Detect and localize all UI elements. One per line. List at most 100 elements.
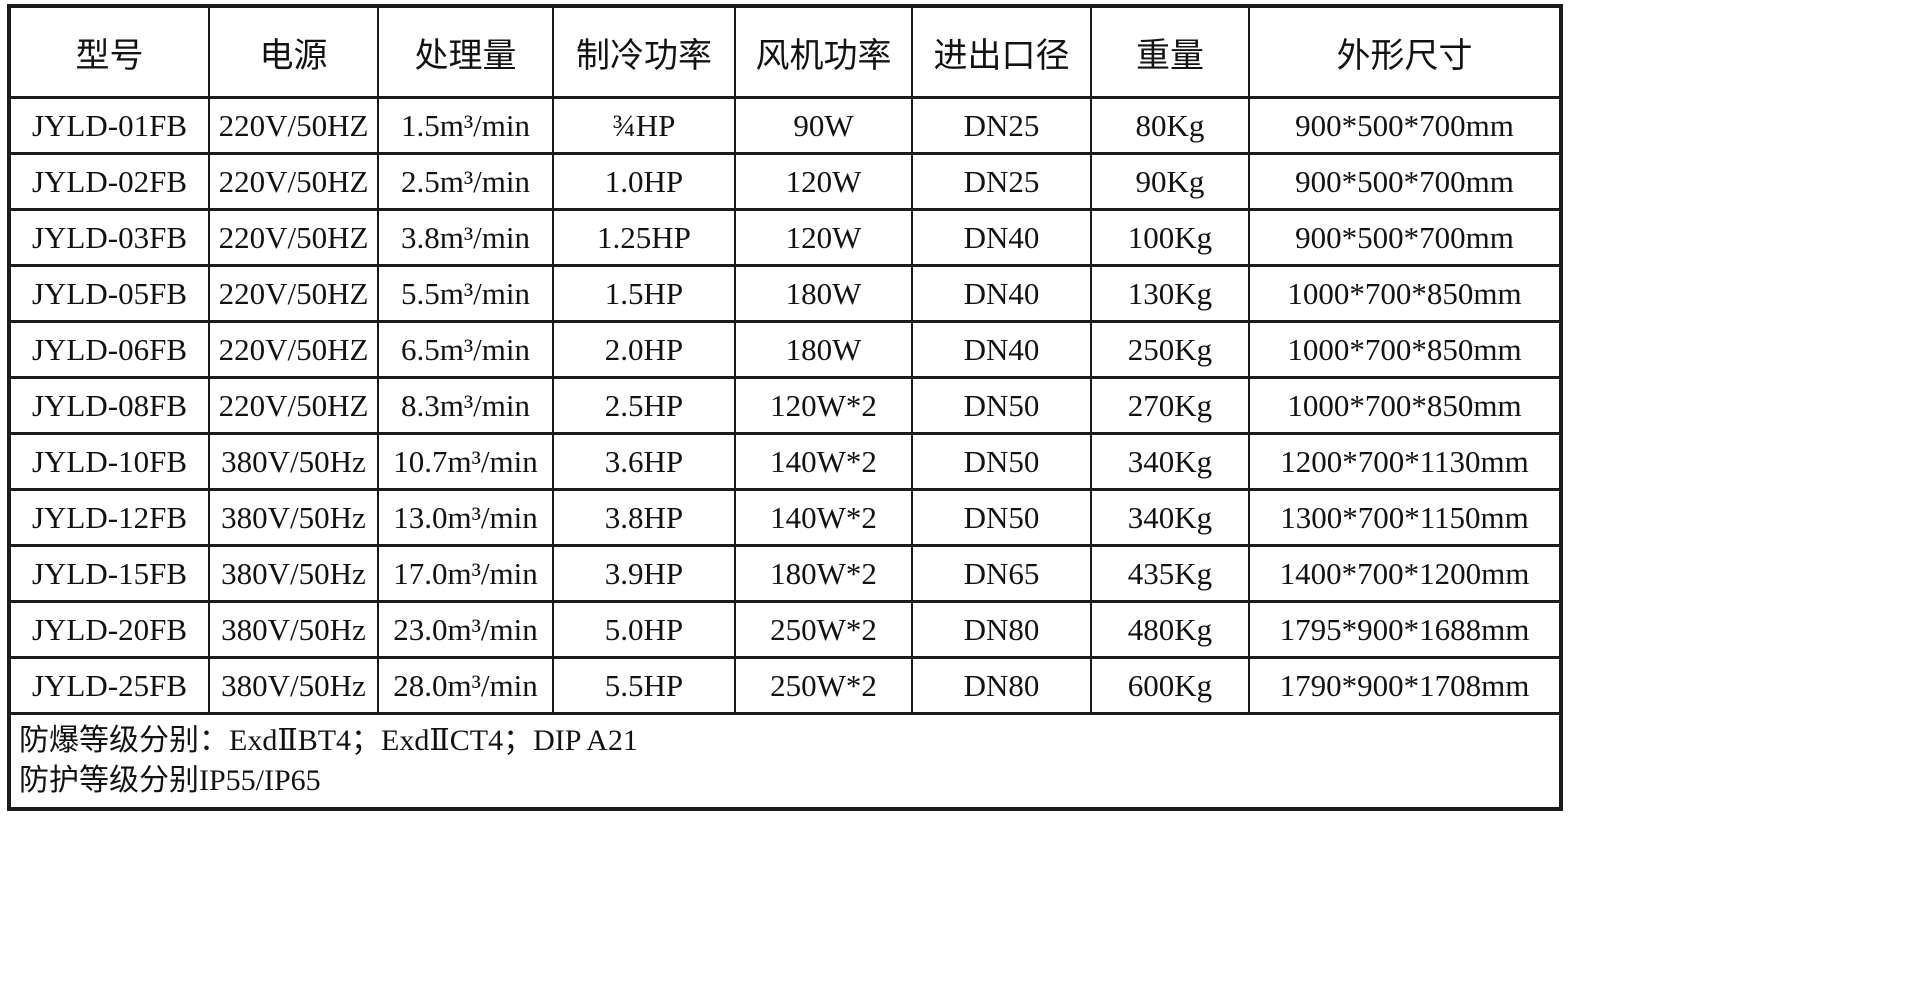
cell-weight: 90Kg <box>1090 152 1250 211</box>
cell-fan-power: 90W <box>734 96 913 155</box>
cell-dimensions: 1000*700*850mm <box>1248 376 1562 435</box>
cell-dimensions: 900*500*700mm <box>1248 152 1562 211</box>
cell-cooling-power: 1.5HP <box>552 264 736 323</box>
cell-weight: 100Kg <box>1090 208 1250 267</box>
cell-dimensions: 900*500*700mm <box>1248 96 1562 155</box>
cell-port-diameter: DN25 <box>911 96 1092 155</box>
cell-weight: 270Kg <box>1090 376 1250 435</box>
cell-port-diameter: DN50 <box>911 432 1092 491</box>
cell-port-diameter: DN40 <box>911 320 1092 379</box>
col-header-port-diameter: 进出口径 <box>911 4 1092 99</box>
cell-port-diameter: DN80 <box>911 656 1092 715</box>
cell-weight: 435Kg <box>1090 544 1250 603</box>
cell-capacity: 17.0m³/min <box>377 544 554 603</box>
cell-model: JYLD-06FB <box>8 320 210 379</box>
cell-port-diameter: DN80 <box>911 600 1092 659</box>
table-row: JYLD-06FB 220V/50HZ 6.5m³/min 2.0HP 180W… <box>8 320 1562 379</box>
cell-power-supply: 220V/50HZ <box>208 376 379 435</box>
cell-fan-power: 250W*2 <box>734 600 913 659</box>
cell-weight: 480Kg <box>1090 600 1250 659</box>
col-header-cooling-power: 制冷功率 <box>552 4 736 99</box>
table-row: JYLD-10FB 380V/50Hz 10.7m³/min 3.6HP 140… <box>8 432 1562 491</box>
cell-capacity: 8.3m³/min <box>377 376 554 435</box>
cell-model: JYLD-08FB <box>8 376 210 435</box>
cell-model: JYLD-03FB <box>8 208 210 267</box>
cell-dimensions: 1000*700*850mm <box>1248 320 1562 379</box>
table-row: JYLD-03FB 220V/50HZ 3.8m³/min 1.25HP 120… <box>8 208 1562 267</box>
cell-capacity: 13.0m³/min <box>377 488 554 547</box>
col-header-fan-power: 风机功率 <box>734 4 913 99</box>
cell-power-supply: 220V/50HZ <box>208 96 379 155</box>
cell-port-diameter: DN40 <box>911 208 1092 267</box>
cell-model: JYLD-01FB <box>8 96 210 155</box>
cell-cooling-power: 5.0HP <box>552 600 736 659</box>
cell-fan-power: 250W*2 <box>734 656 913 715</box>
cell-power-supply: 380V/50Hz <box>208 488 379 547</box>
cell-model: JYLD-02FB <box>8 152 210 211</box>
footnote-explosion-proof-grade: 防爆等级分别：ExdⅡBT4；ExdⅡCT4；DIP A21 <box>19 724 638 757</box>
cell-cooling-power: 2.0HP <box>552 320 736 379</box>
cell-capacity: 10.7m³/min <box>377 432 554 491</box>
cell-power-supply: 220V/50HZ <box>208 264 379 323</box>
cell-model: JYLD-10FB <box>8 432 210 491</box>
cell-cooling-power: 3.8HP <box>552 488 736 547</box>
cell-capacity: 23.0m³/min <box>377 600 554 659</box>
cell-model: JYLD-15FB <box>8 544 210 603</box>
cell-capacity: 6.5m³/min <box>377 320 554 379</box>
table-row: JYLD-12FB 380V/50Hz 13.0m³/min 3.8HP 140… <box>8 488 1562 547</box>
table-row: JYLD-02FB 220V/50HZ 2.5m³/min 1.0HP 120W… <box>8 152 1562 211</box>
cell-weight: 250Kg <box>1090 320 1250 379</box>
cell-port-diameter: DN25 <box>911 152 1092 211</box>
cell-weight: 80Kg <box>1090 96 1250 155</box>
cell-dimensions: 1200*700*1130mm <box>1248 432 1562 491</box>
cell-dimensions: 900*500*700mm <box>1248 208 1562 267</box>
cell-power-supply: 220V/50HZ <box>208 152 379 211</box>
cell-power-supply: 380V/50Hz <box>208 656 379 715</box>
col-header-capacity: 处理量 <box>377 4 554 99</box>
table-row: JYLD-15FB 380V/50Hz 17.0m³/min 3.9HP 180… <box>8 544 1562 603</box>
cell-cooling-power: ¾HP <box>552 96 736 155</box>
cell-weight: 340Kg <box>1090 488 1250 547</box>
cell-weight: 600Kg <box>1090 656 1250 715</box>
cell-fan-power: 180W <box>734 264 913 323</box>
cell-power-supply: 220V/50HZ <box>208 320 379 379</box>
cell-fan-power: 140W*2 <box>734 488 913 547</box>
cell-power-supply: 220V/50HZ <box>208 208 379 267</box>
cell-power-supply: 380V/50Hz <box>208 544 379 603</box>
cell-port-diameter: DN65 <box>911 544 1092 603</box>
cell-capacity: 2.5m³/min <box>377 152 554 211</box>
cell-weight: 130Kg <box>1090 264 1250 323</box>
cell-cooling-power: 3.6HP <box>552 432 736 491</box>
table-row: JYLD-20FB 380V/50Hz 23.0m³/min 5.0HP 250… <box>8 600 1562 659</box>
table-row: JYLD-05FB 220V/50HZ 5.5m³/min 1.5HP 180W… <box>8 264 1562 323</box>
cell-dimensions: 1300*700*1150mm <box>1248 488 1562 547</box>
cell-dimensions: 1795*900*1688mm <box>1248 600 1562 659</box>
table-row: JYLD-08FB 220V/50HZ 8.3m³/min 2.5HP 120W… <box>8 376 1562 435</box>
cell-cooling-power: 3.9HP <box>552 544 736 603</box>
footer-row: 防爆等级分别：ExdⅡBT4；ExdⅡCT4；DIP A21 防护等级分别IP5… <box>8 712 1562 811</box>
cell-fan-power: 120W*2 <box>734 376 913 435</box>
cell-capacity: 5.5m³/min <box>377 264 554 323</box>
cell-fan-power: 180W <box>734 320 913 379</box>
cell-dimensions: 1000*700*850mm <box>1248 264 1562 323</box>
cell-cooling-power: 1.0HP <box>552 152 736 211</box>
cell-power-supply: 380V/50Hz <box>208 432 379 491</box>
cell-port-diameter: DN50 <box>911 488 1092 547</box>
cell-dimensions: 1400*700*1200mm <box>1248 544 1562 603</box>
cell-cooling-power: 1.25HP <box>552 208 736 267</box>
cell-model: JYLD-05FB <box>8 264 210 323</box>
cell-model: JYLD-12FB <box>8 488 210 547</box>
footnote-protection-grade: 防护等级分别IP55/IP65 <box>19 764 321 797</box>
cell-model: JYLD-25FB <box>8 656 210 715</box>
cell-model: JYLD-20FB <box>8 600 210 659</box>
cell-capacity: 1.5m³/min <box>377 96 554 155</box>
cell-port-diameter: DN50 <box>911 376 1092 435</box>
col-header-weight: 重量 <box>1090 4 1250 99</box>
col-header-dimensions: 外形尺寸 <box>1248 4 1562 99</box>
cell-power-supply: 380V/50Hz <box>208 600 379 659</box>
table-footnotes: 防爆等级分别：ExdⅡBT4；ExdⅡCT4；DIP A21 防护等级分别IP5… <box>8 712 1562 811</box>
cell-dimensions: 1790*900*1708mm <box>1248 656 1562 715</box>
cell-capacity: 3.8m³/min <box>377 208 554 267</box>
cell-fan-power: 180W*2 <box>734 544 913 603</box>
cell-capacity: 28.0m³/min <box>377 656 554 715</box>
